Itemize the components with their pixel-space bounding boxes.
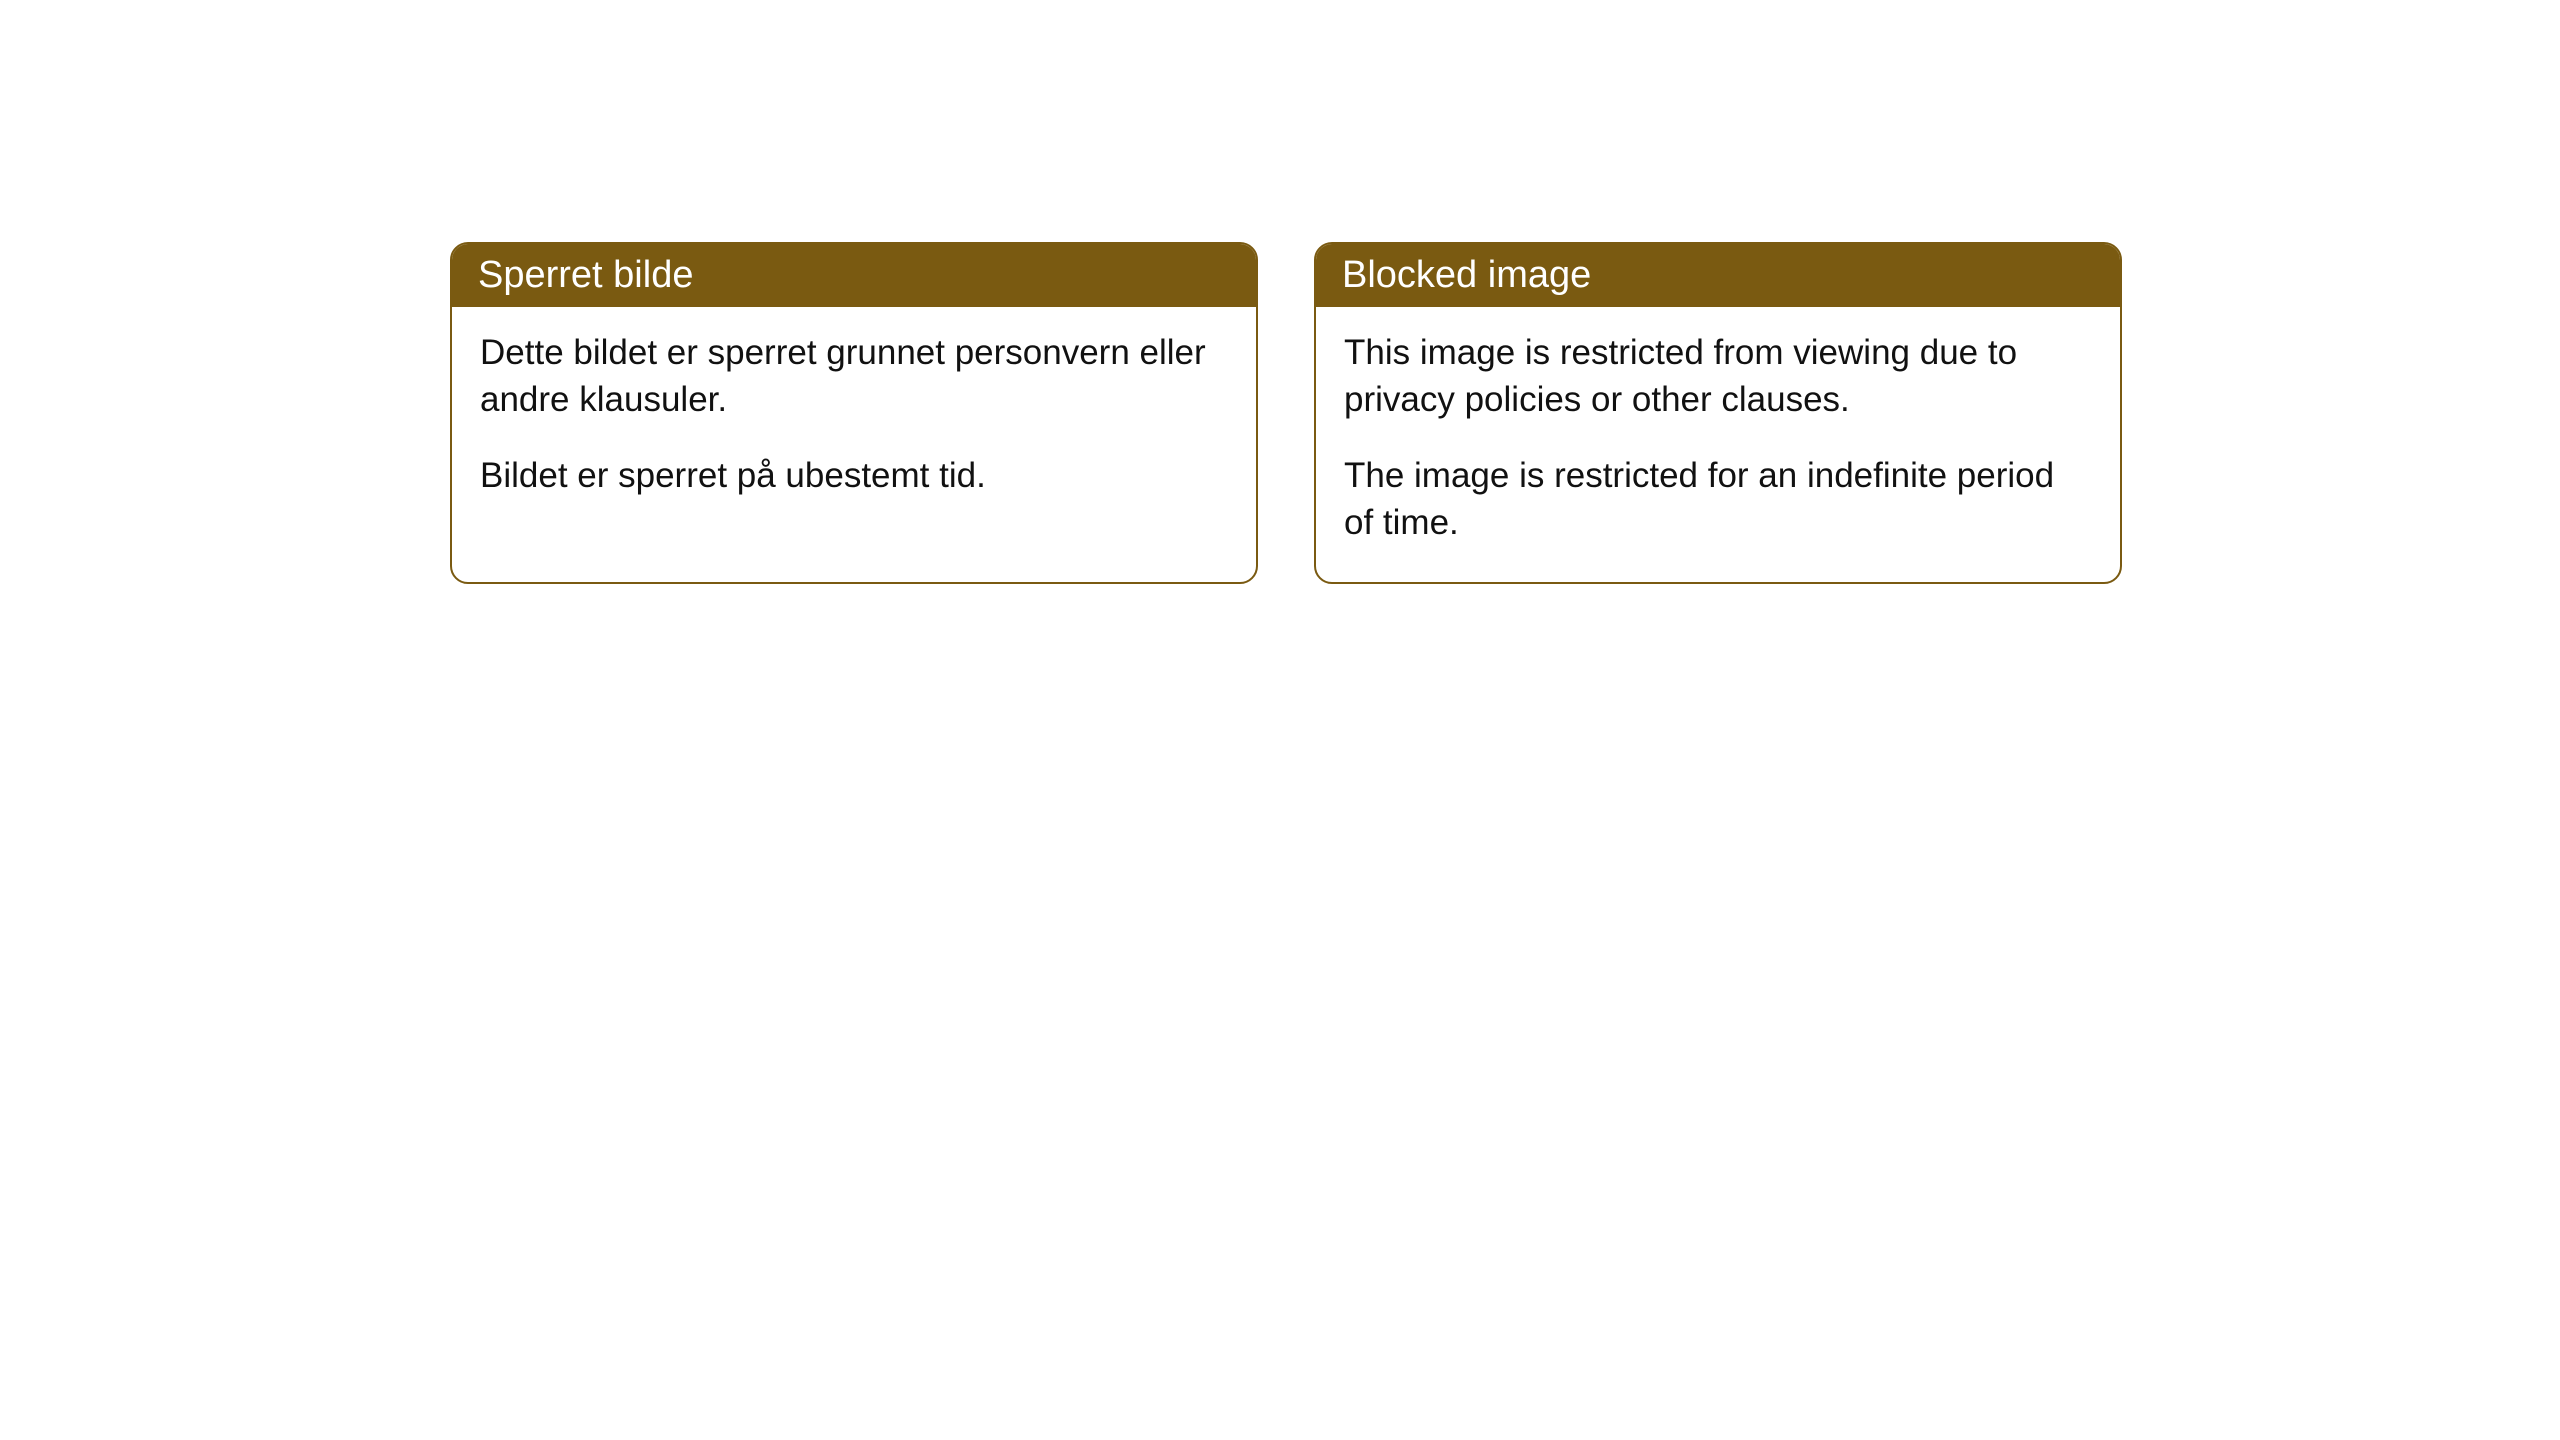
notice-text-norwegian-1: Dette bildet er sperret grunnet personve… xyxy=(480,329,1228,424)
notice-body-english: This image is restricted from viewing du… xyxy=(1316,307,2120,582)
notice-text-english-1: This image is restricted from viewing du… xyxy=(1344,329,2092,424)
notice-text-norwegian-2: Bildet er sperret på ubestemt tid. xyxy=(480,452,1228,499)
notice-card-english: Blocked image This image is restricted f… xyxy=(1314,242,2122,584)
notice-card-norwegian: Sperret bilde Dette bildet er sperret gr… xyxy=(450,242,1258,584)
notice-body-norwegian: Dette bildet er sperret grunnet personve… xyxy=(452,307,1256,535)
notice-container: Sperret bilde Dette bildet er sperret gr… xyxy=(450,242,2122,584)
notice-text-english-2: The image is restricted for an indefinit… xyxy=(1344,452,2092,547)
notice-header-english: Blocked image xyxy=(1316,244,2120,307)
notice-header-norwegian: Sperret bilde xyxy=(452,244,1256,307)
